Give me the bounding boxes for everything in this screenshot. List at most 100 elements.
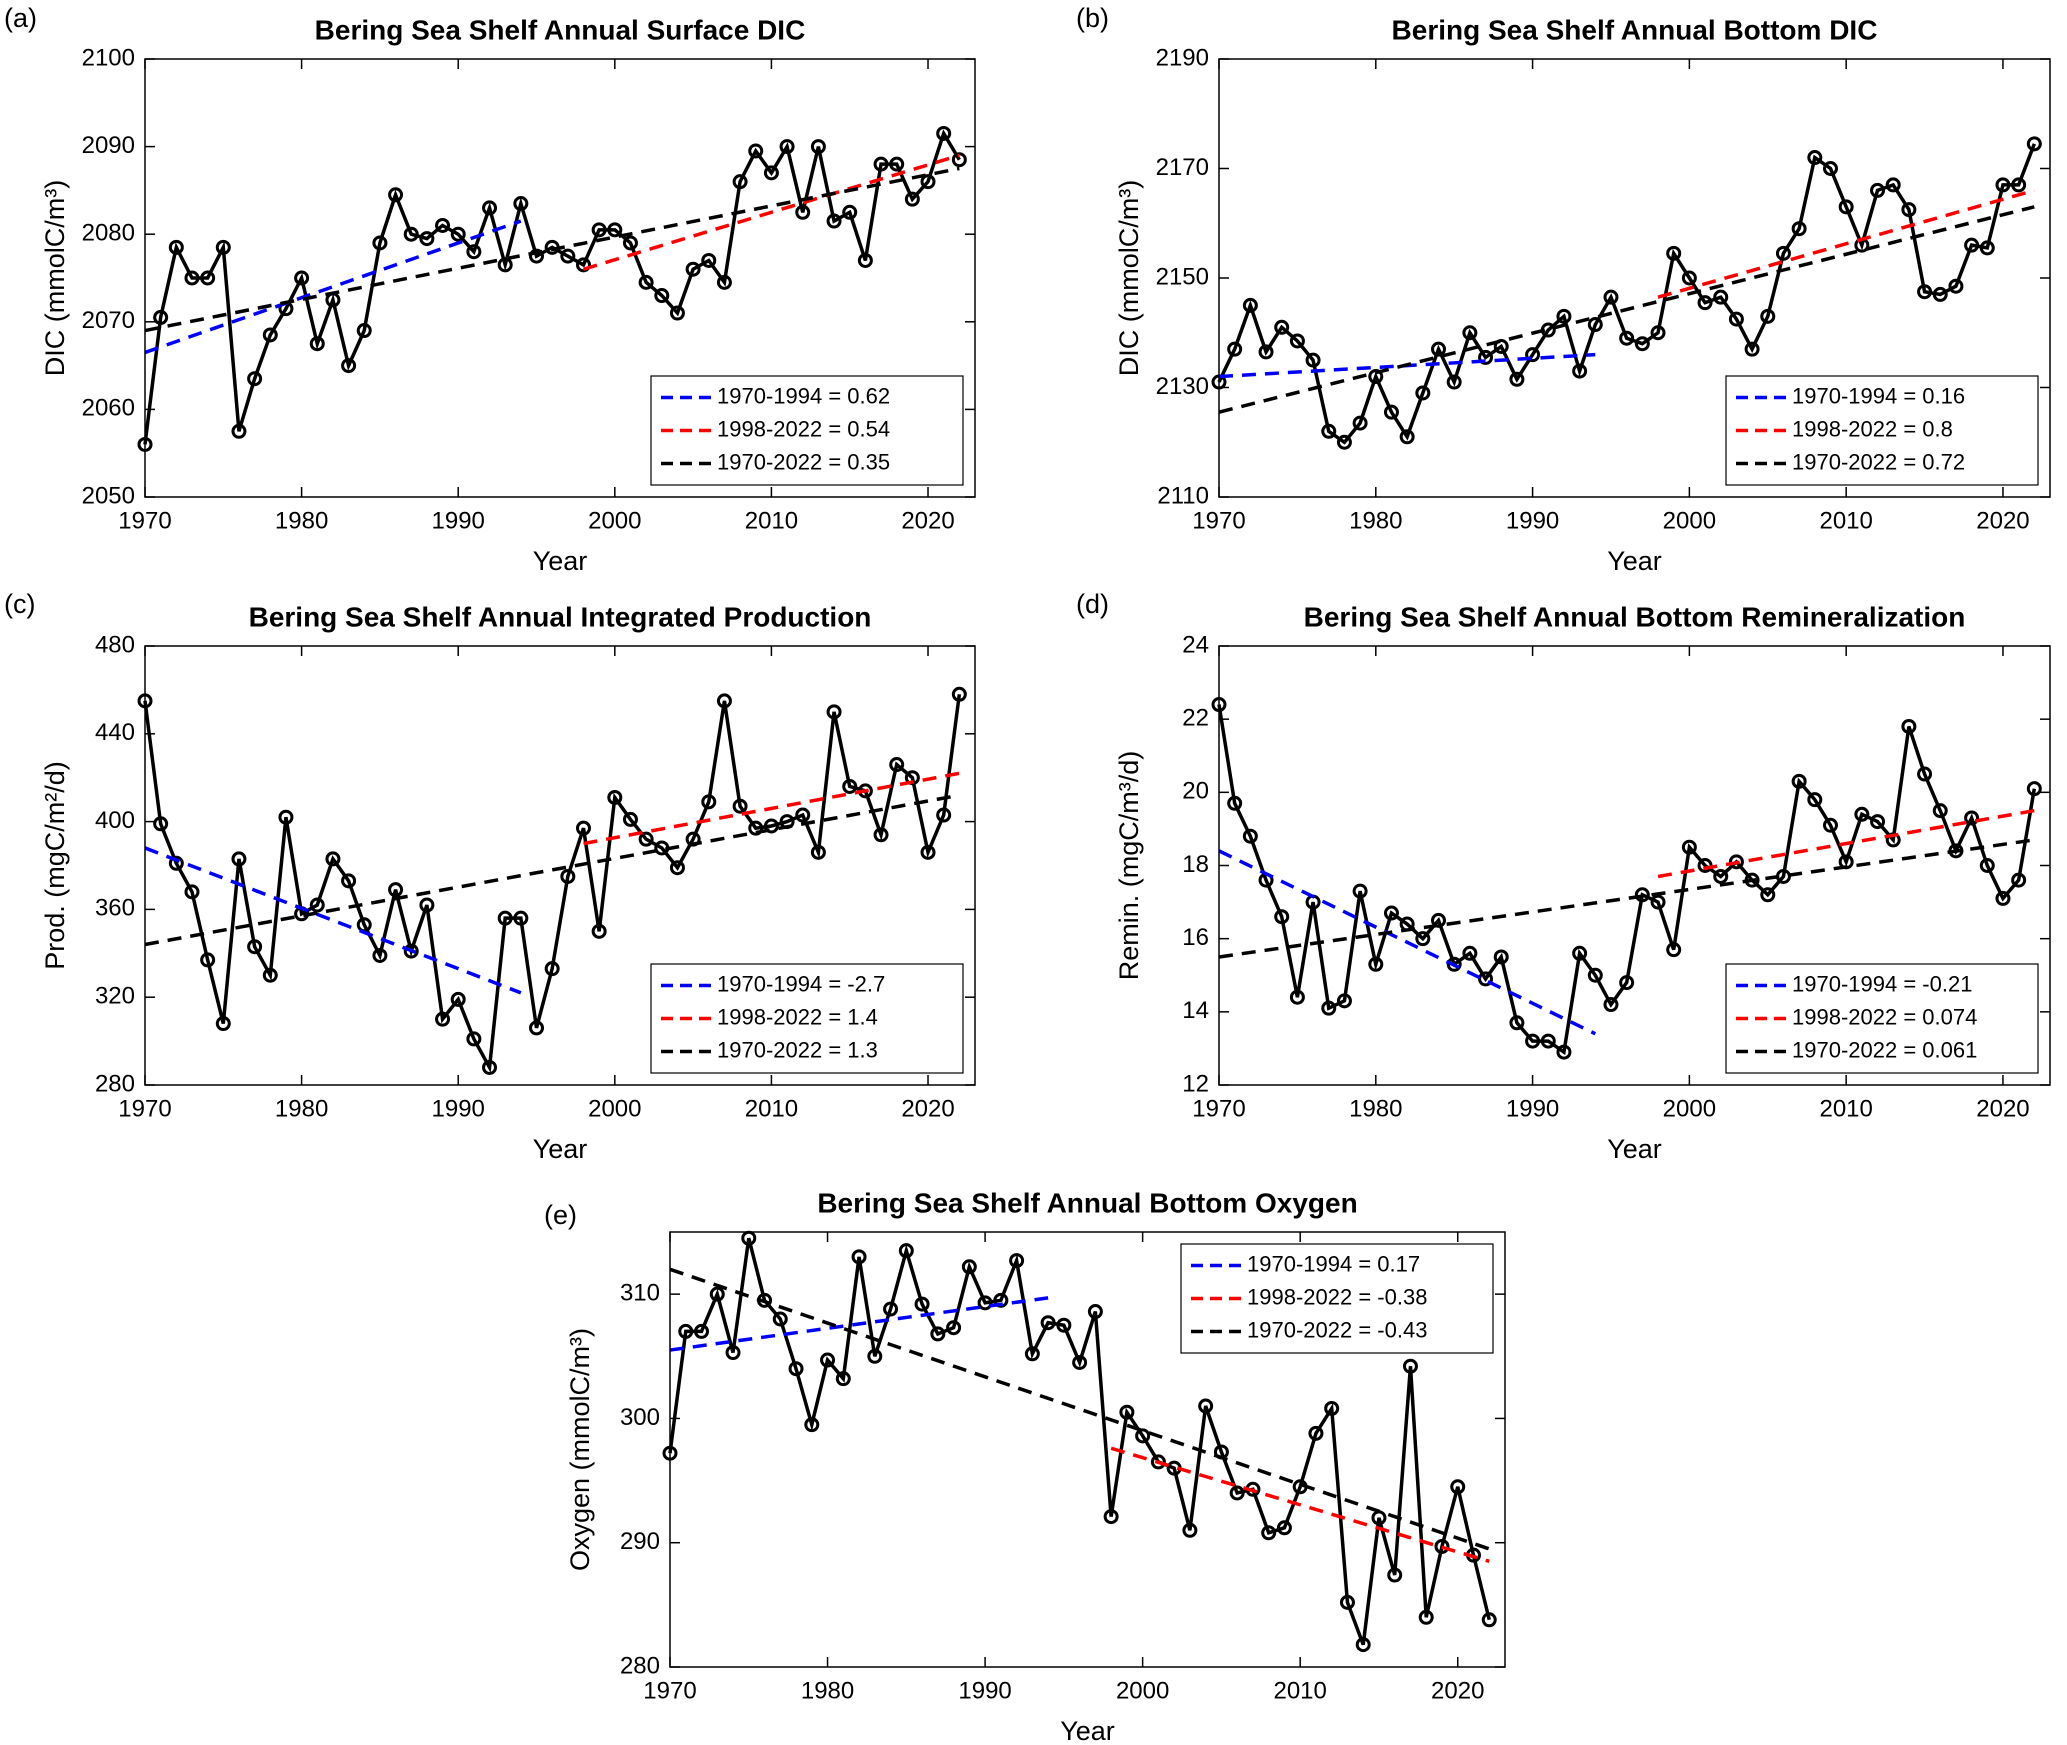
data-point [184,884,200,900]
data-point [914,1296,930,1312]
y-tick-label: 2170 [1156,154,1209,181]
y-tick-label: 16 [1182,924,1209,951]
x-tick-label: 2000 [1116,1677,1169,1704]
data-line [143,129,961,445]
chart-title: Bering Sea Shelf Annual Integrated Produ… [249,601,872,632]
trend-line [144,846,522,995]
x-tick-label: 1970 [118,507,171,534]
y-tick-label: 18 [1182,851,1209,878]
data-point [403,226,419,242]
panel-label: (b) [1076,3,1109,33]
y-axis-label: Remin. (mgC/m³/d) [1114,751,1144,981]
data-point [1932,803,1948,819]
data-point [804,1417,820,1433]
data-point [788,1361,804,1377]
data-point [889,156,905,172]
data-point [1399,429,1415,445]
x-tick-label: 2020 [901,1095,954,1122]
y-axis-label: DIC (mmolC/m³) [1114,180,1144,376]
panel-label: (d) [1076,589,1109,619]
data-point [1056,1317,1072,1333]
y-tick-label: 300 [620,1404,660,1431]
data-point [1634,336,1650,352]
trend-line [1657,188,2035,299]
data-point [1150,1454,1166,1470]
data-point [497,257,513,273]
data-point [772,1311,788,1327]
data-point [732,174,748,190]
data-point [1339,1594,1355,1610]
x-tick-label: 1970 [1192,507,1245,534]
x-tick-label: 1990 [432,507,485,534]
legend-label: 1970-1994 = 0.17 [1247,1251,1420,1276]
data-point [1383,905,1399,921]
x-tick-label: 2010 [745,507,798,534]
data-point [1525,347,1541,363]
data-point [1681,839,1697,855]
data-point [607,789,623,805]
data-point [920,844,936,860]
data-point [654,288,670,304]
data-point [1979,858,1995,873]
x-tick-label: 1980 [275,507,328,534]
data-point [1556,308,1572,324]
y-axis-label: DIC (mmolC/m³) [40,180,70,376]
data-point [1308,1425,1324,1441]
data-line [143,694,962,1074]
chart-title: Bering Sea Shelf Annual Surface DIC [315,14,806,45]
trend-line [669,1296,1049,1352]
data-point [262,327,278,343]
legend-label: 1998-2022 = -0.38 [1247,1284,1427,1309]
data-point [513,196,529,212]
data-point [309,336,325,352]
data-point [1760,308,1776,324]
data-point [168,239,184,255]
data-point [1446,374,1462,390]
data-point [1462,325,1478,341]
legend-label: 1998-2022 = 1.4 [717,1004,878,1029]
x-tick-label: 1990 [1506,507,1559,534]
data-point [607,222,623,238]
x-axis-label: Year [533,1134,588,1164]
y-tick-label: 360 [95,895,135,922]
data-point [1481,1612,1497,1628]
y-tick-label: 24 [1182,631,1209,658]
trend-line [144,219,522,355]
data-point [1964,237,1980,253]
legend-label: 1970-1994 = -0.21 [1792,971,1972,996]
data-point [857,252,873,268]
data-point [1964,810,1980,826]
chart-title: Bering Sea Shelf Annual Bottom Oxygen [817,1187,1357,1218]
data-point [2026,136,2042,152]
data-point [247,371,263,387]
data-point [1198,1398,1214,1414]
x-axis-label: Year [1060,1716,1115,1745]
data-point [1540,1033,1556,1049]
data-point [356,323,372,339]
x-tick-label: 1990 [958,1677,1011,1704]
legend-box [1180,1243,1494,1354]
x-tick-label: 2020 [1976,507,2029,534]
data-point [820,1352,836,1368]
data-point [1072,1355,1088,1370]
data-point [200,952,216,968]
x-tick-label: 2000 [1663,1095,1716,1122]
data-point [1603,289,1619,305]
data-point [1229,1485,1245,1501]
data-point [1368,956,1384,972]
y-tick-label: 310 [620,1279,660,1306]
x-tick-label: 2000 [588,1095,641,1122]
data-point [1572,945,1588,961]
data-point [1024,1346,1040,1362]
data-point [961,1259,977,1275]
data-point [1450,1479,1466,1495]
x-tick-label: 2000 [1663,507,1716,534]
data-point [1478,349,1494,365]
data-point [1728,311,1744,327]
data-point [1791,221,1807,237]
y-axis-label: Oxygen (mmolC/m³) [565,1328,595,1571]
data-point [1103,1509,1119,1525]
data-point [1305,352,1321,368]
data-point [1885,177,1901,193]
x-tick-label: 2010 [1273,1677,1326,1704]
